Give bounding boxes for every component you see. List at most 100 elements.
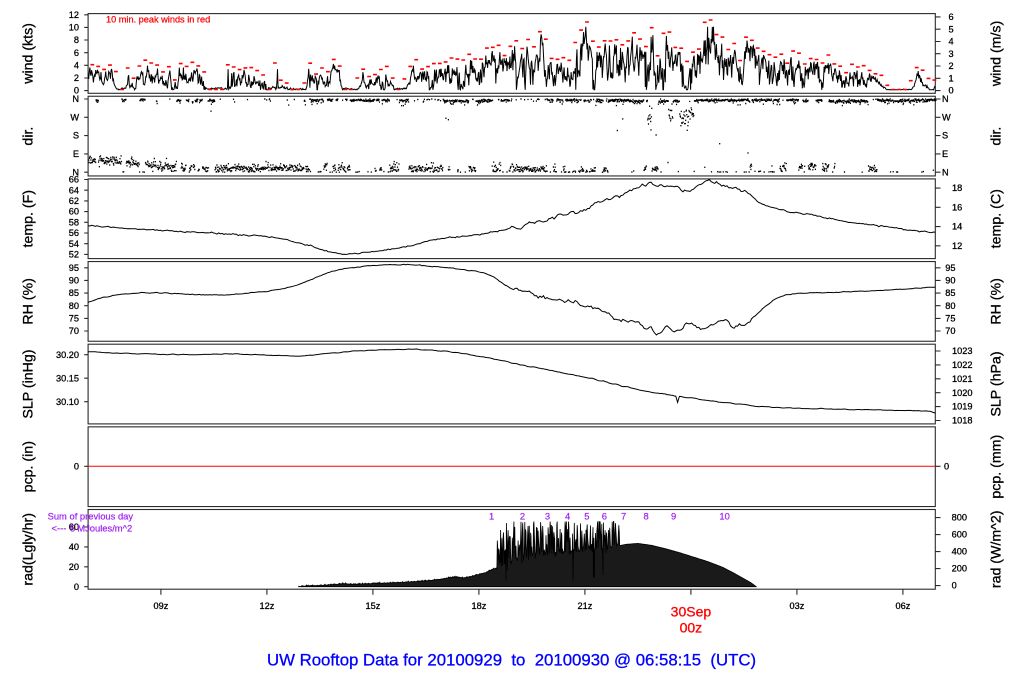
svg-text:N: N bbox=[942, 167, 949, 177]
svg-text:10: 10 bbox=[719, 510, 729, 521]
svg-text:1023: 1023 bbox=[952, 346, 972, 356]
svg-text:14: 14 bbox=[952, 222, 962, 232]
svg-text:30.15: 30.15 bbox=[56, 373, 79, 383]
svg-text:2: 2 bbox=[520, 510, 525, 521]
svg-text:09z: 09z bbox=[153, 601, 168, 611]
svg-text:dir.: dir. bbox=[989, 127, 1005, 146]
svg-text:400: 400 bbox=[952, 547, 967, 557]
svg-text:60: 60 bbox=[69, 522, 79, 532]
svg-text:0: 0 bbox=[74, 461, 79, 471]
svg-text:4: 4 bbox=[949, 37, 954, 47]
svg-text:21z: 21z bbox=[577, 601, 592, 611]
svg-text:6: 6 bbox=[74, 48, 79, 58]
svg-text:10 min. peak winds in red: 10 min. peak winds in red bbox=[106, 14, 210, 24]
svg-text:70: 70 bbox=[69, 326, 79, 336]
svg-text:18: 18 bbox=[952, 183, 962, 193]
svg-text:60: 60 bbox=[69, 207, 79, 217]
svg-text:1: 1 bbox=[489, 510, 494, 521]
svg-text:75: 75 bbox=[945, 314, 955, 324]
svg-text:56: 56 bbox=[69, 228, 79, 238]
svg-text:12z: 12z bbox=[259, 601, 274, 611]
svg-text:S: S bbox=[942, 131, 948, 141]
svg-text:66: 66 bbox=[69, 175, 79, 185]
svg-text:4: 4 bbox=[565, 510, 570, 521]
svg-text:0: 0 bbox=[74, 86, 79, 96]
svg-text:75: 75 bbox=[69, 314, 79, 324]
svg-text:8: 8 bbox=[643, 510, 648, 521]
svg-text:UW Rooftop Data for 20100929: UW Rooftop Data for 20100929 to 20100930… bbox=[267, 651, 756, 670]
svg-text:600: 600 bbox=[952, 530, 967, 540]
svg-text:W: W bbox=[70, 112, 79, 122]
svg-text:<---: <--- bbox=[52, 522, 67, 533]
svg-text:64: 64 bbox=[69, 185, 79, 195]
svg-text:Sum of previous day: Sum of previous day bbox=[48, 511, 134, 522]
svg-text:RH (%): RH (%) bbox=[989, 278, 1005, 325]
svg-text:N: N bbox=[72, 94, 79, 104]
svg-text:1022: 1022 bbox=[952, 360, 972, 370]
svg-text:12: 12 bbox=[952, 241, 962, 251]
svg-text:9: 9 bbox=[671, 510, 676, 521]
svg-text:15z: 15z bbox=[365, 601, 380, 611]
svg-text:200: 200 bbox=[952, 564, 967, 574]
svg-text:30.20: 30.20 bbox=[56, 350, 79, 360]
svg-text:RH (%): RH (%) bbox=[21, 278, 37, 325]
svg-text:10: 10 bbox=[69, 23, 79, 33]
svg-text:N: N bbox=[942, 94, 949, 104]
svg-text:70: 70 bbox=[945, 326, 955, 336]
svg-text:wind (m/s): wind (m/s) bbox=[989, 21, 1005, 87]
svg-text:80: 80 bbox=[69, 301, 79, 311]
svg-text:03z: 03z bbox=[789, 601, 804, 611]
svg-text:2: 2 bbox=[74, 73, 79, 83]
svg-text:00z: 00z bbox=[680, 620, 703, 636]
svg-text:06z: 06z bbox=[895, 601, 910, 611]
svg-text:1020: 1020 bbox=[952, 388, 972, 398]
svg-text:dir.: dir. bbox=[21, 127, 37, 146]
svg-text:S: S bbox=[73, 131, 79, 141]
svg-text:40: 40 bbox=[69, 542, 79, 552]
svg-text:E: E bbox=[942, 149, 948, 159]
svg-text:0: 0 bbox=[949, 86, 954, 96]
svg-text:6: 6 bbox=[949, 12, 954, 22]
svg-text:3: 3 bbox=[545, 510, 550, 521]
svg-text:12: 12 bbox=[69, 10, 79, 20]
svg-text:20: 20 bbox=[69, 562, 79, 572]
svg-text:95: 95 bbox=[69, 263, 79, 273]
svg-text:54: 54 bbox=[69, 239, 79, 249]
svg-text:80: 80 bbox=[945, 301, 955, 311]
svg-text:52: 52 bbox=[69, 250, 79, 260]
svg-text:MJoules/m^2: MJoules/m^2 bbox=[77, 522, 132, 533]
svg-text:rad (W/m^2): rad (W/m^2) bbox=[989, 511, 1005, 589]
svg-text:1019: 1019 bbox=[952, 402, 972, 412]
svg-text:pcp. (in): pcp. (in) bbox=[21, 441, 37, 492]
svg-text:SLP (inHg): SLP (inHg) bbox=[21, 349, 37, 418]
svg-text:temp. (F): temp. (F) bbox=[21, 190, 37, 248]
svg-text:95: 95 bbox=[945, 263, 955, 273]
svg-text:62: 62 bbox=[69, 196, 79, 206]
svg-text:5: 5 bbox=[949, 24, 954, 34]
svg-text:6: 6 bbox=[602, 510, 607, 521]
svg-text:E: E bbox=[73, 149, 79, 159]
svg-text:7: 7 bbox=[621, 510, 626, 521]
svg-text:1018: 1018 bbox=[952, 416, 972, 426]
svg-text:5: 5 bbox=[70, 522, 75, 533]
svg-text:1: 1 bbox=[949, 73, 954, 83]
svg-text:90: 90 bbox=[69, 276, 79, 286]
svg-text:1021: 1021 bbox=[952, 374, 972, 384]
svg-text:18z: 18z bbox=[471, 601, 486, 611]
svg-text:30Sep: 30Sep bbox=[671, 603, 712, 619]
svg-text:5: 5 bbox=[584, 510, 589, 521]
svg-text:8: 8 bbox=[74, 35, 79, 45]
svg-text:0: 0 bbox=[944, 461, 949, 471]
svg-text:0: 0 bbox=[74, 582, 79, 592]
svg-text:58: 58 bbox=[69, 217, 79, 227]
svg-text:N: N bbox=[72, 167, 79, 177]
svg-text:wind (kts): wind (kts) bbox=[21, 23, 37, 85]
svg-text:4: 4 bbox=[74, 60, 79, 70]
svg-text:85: 85 bbox=[945, 288, 955, 298]
svg-text:30.10: 30.10 bbox=[56, 397, 79, 407]
svg-text:800: 800 bbox=[952, 513, 967, 523]
svg-text:90: 90 bbox=[945, 276, 955, 286]
svg-text:temp. (C): temp. (C) bbox=[989, 189, 1005, 248]
svg-text:3: 3 bbox=[949, 49, 954, 59]
svg-text:pcp. (mm): pcp. (mm) bbox=[989, 435, 1005, 499]
